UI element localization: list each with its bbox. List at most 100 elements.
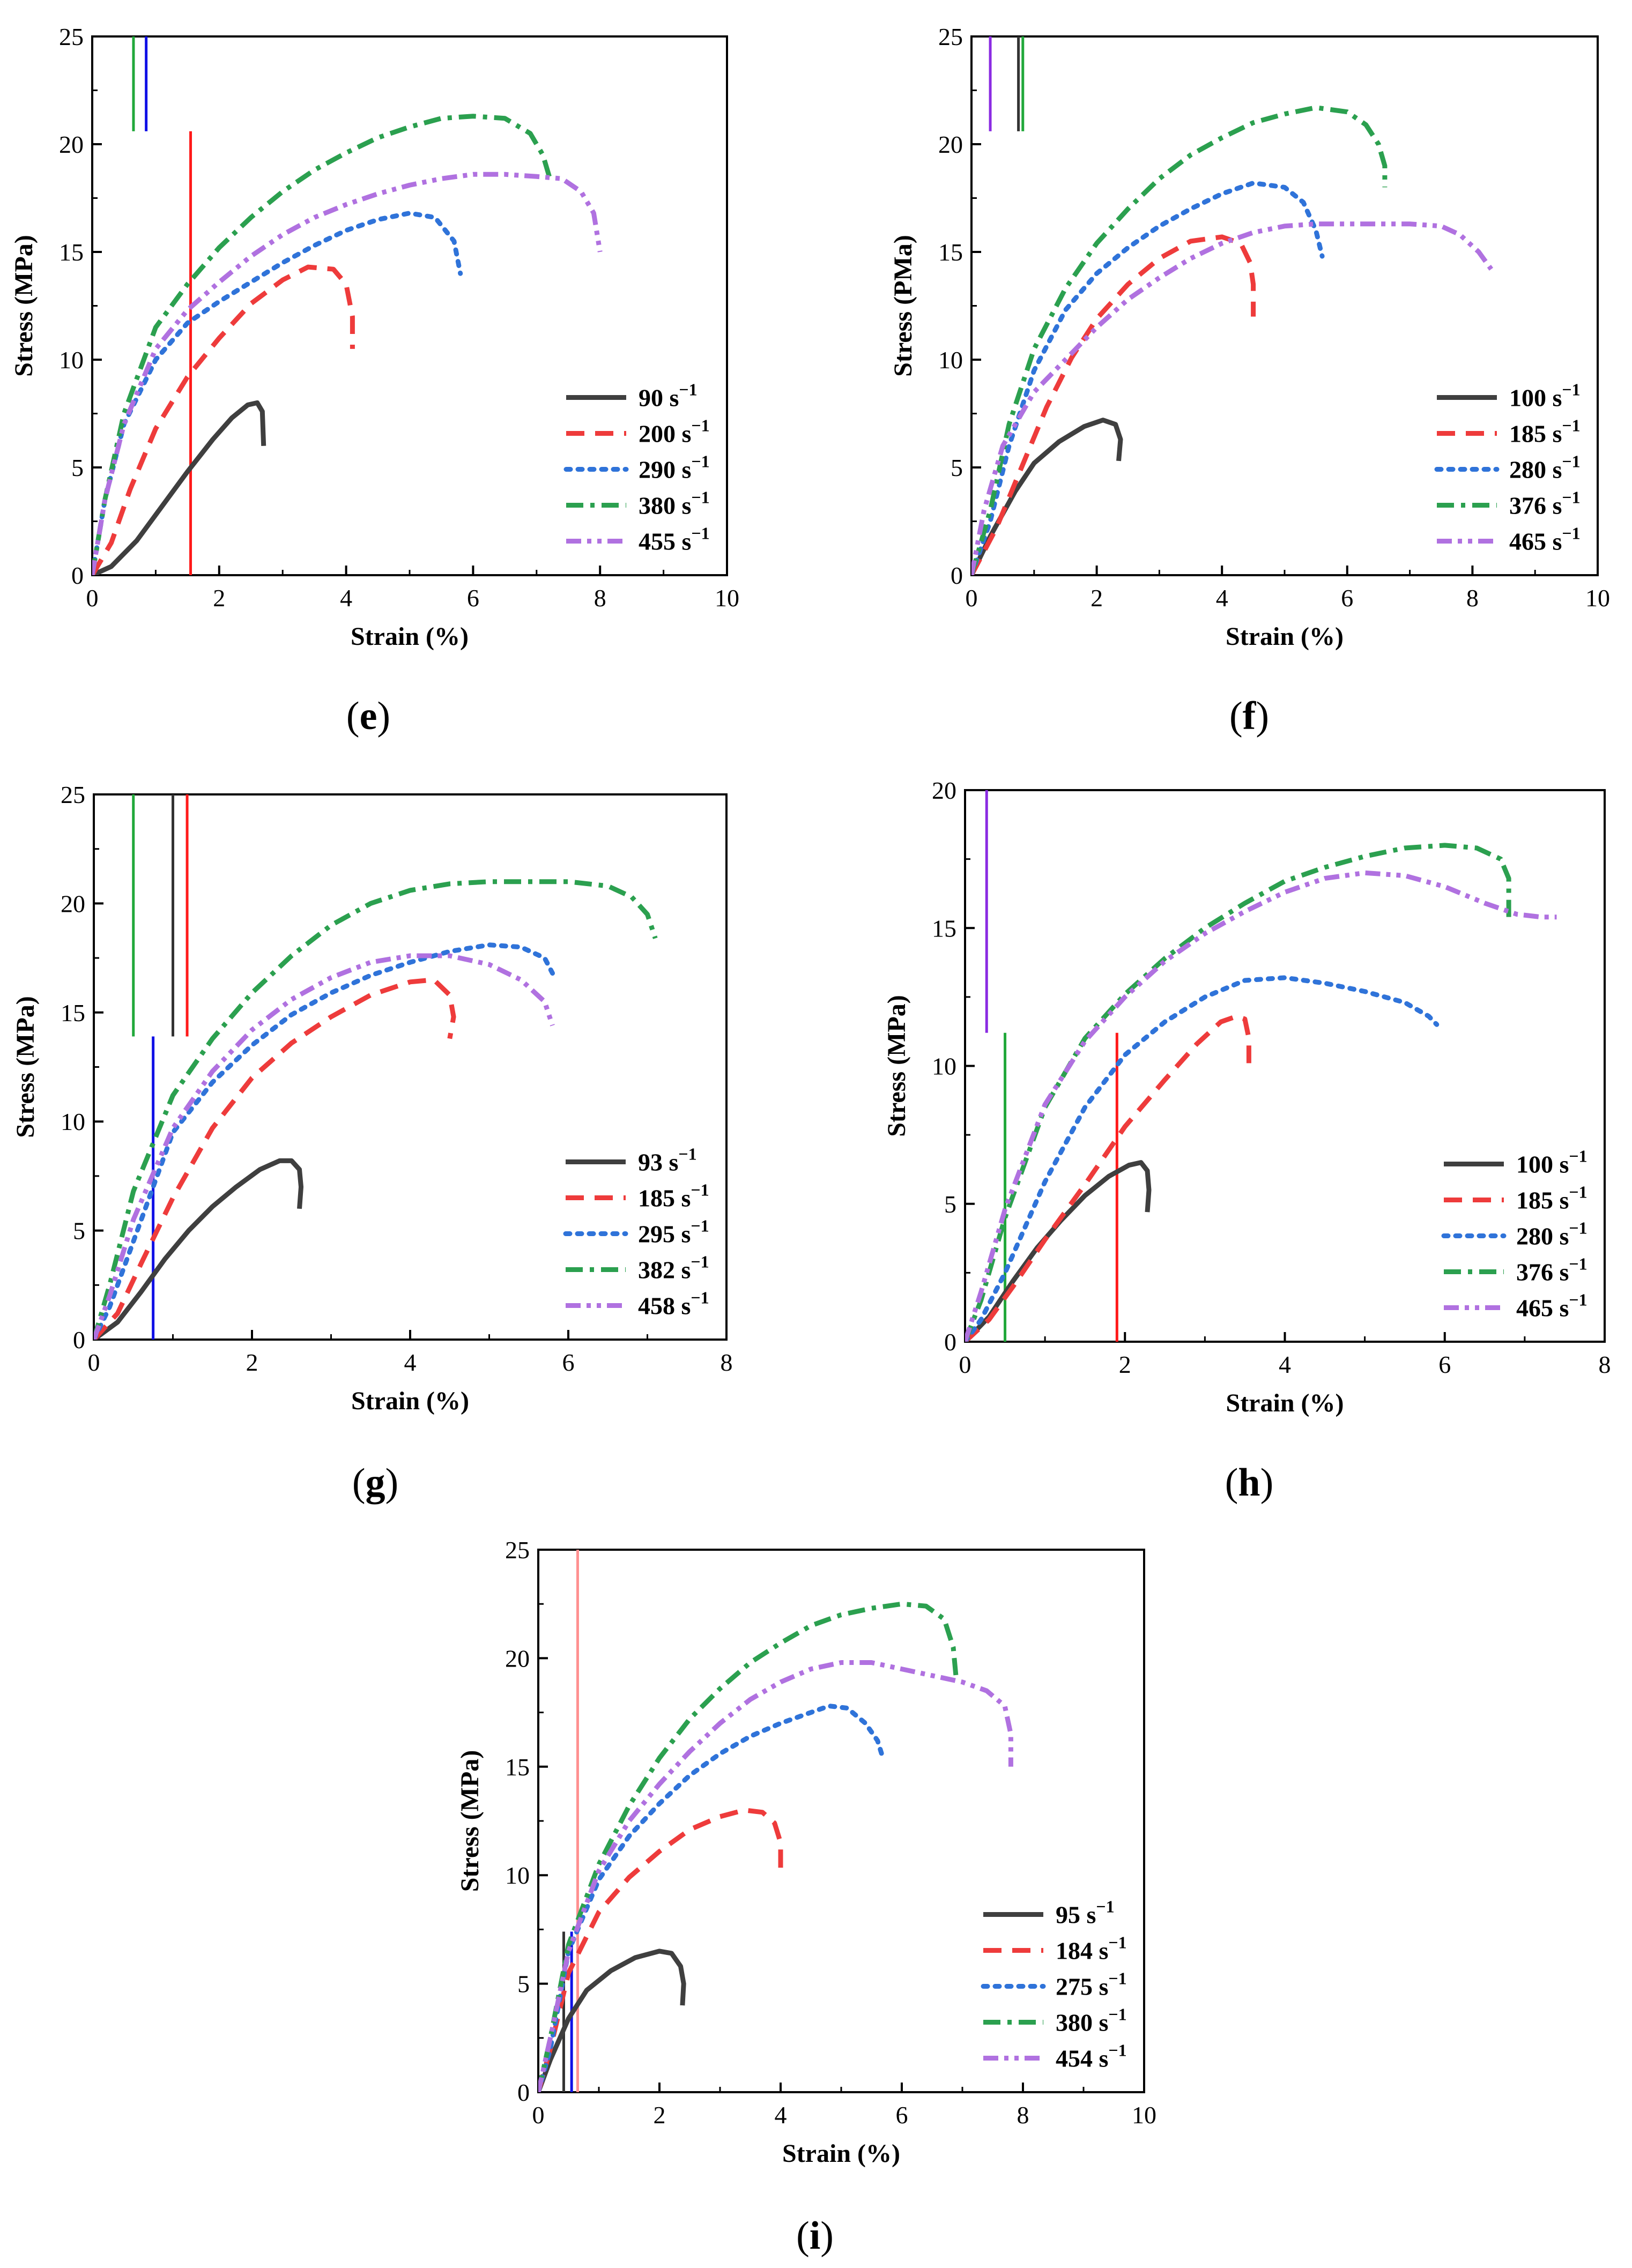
x-tick-label: 6 xyxy=(1341,584,1353,612)
legend-exponent: −1 xyxy=(1562,452,1580,471)
series-line-5 xyxy=(965,870,1557,1342)
legend-rate: 275 s xyxy=(1056,1973,1108,2001)
x-axis-label: Strain (%) xyxy=(782,2139,900,2168)
series-line-3 xyxy=(92,211,463,575)
series-line-4 xyxy=(94,879,658,1340)
legend-label: 380 s−1 xyxy=(639,488,710,519)
legend-label: 185 s−1 xyxy=(1516,1183,1588,1214)
legend-exponent: −1 xyxy=(1569,1218,1587,1238)
legend-rate: 184 s xyxy=(1056,1937,1108,1965)
x-tick-label: 6 xyxy=(467,584,479,612)
y-tick-label: 20 xyxy=(59,131,84,158)
legend-label: 280 s−1 xyxy=(1509,452,1581,484)
series-line-5 xyxy=(538,1660,1013,2092)
plot-area xyxy=(94,794,658,1340)
y-tick-label: 5 xyxy=(71,454,84,481)
plot-area xyxy=(971,36,1494,575)
series-line-1 xyxy=(94,1158,303,1340)
y-tick-label: 20 xyxy=(938,131,963,158)
x-tick-label: 4 xyxy=(1279,1351,1291,1378)
legend-label: 100 s−1 xyxy=(1516,1147,1588,1178)
legend-label: 184 s−1 xyxy=(1056,1933,1127,1965)
y-tick-label: 0 xyxy=(517,2079,530,2106)
legend-exponent: −1 xyxy=(1096,1897,1114,1916)
legend-exponent: −1 xyxy=(691,488,709,507)
legend-exponent: −1 xyxy=(691,1216,709,1236)
legend-rate: 100 s xyxy=(1509,384,1562,412)
y-tick-label: 15 xyxy=(932,914,956,942)
x-tick-label: 8 xyxy=(721,1349,733,1376)
legend-rate: 93 s xyxy=(638,1149,678,1176)
legend-exponent: −1 xyxy=(1108,1933,1126,1952)
legend-label: 90 s−1 xyxy=(639,380,698,412)
x-tick-label: 8 xyxy=(594,584,606,612)
x-tick-label: 2 xyxy=(654,2101,666,2129)
y-tick-label: 20 xyxy=(932,777,956,804)
y-tick-label: 10 xyxy=(932,1053,956,1080)
y-tick-label: 0 xyxy=(944,1328,956,1356)
x-tick-label: 6 xyxy=(562,1349,575,1376)
y-tick-label: 5 xyxy=(73,1217,85,1245)
plot-frame xyxy=(91,35,728,576)
legend-rate: 458 s xyxy=(638,1292,691,1320)
y-tick-label: 20 xyxy=(505,1645,530,1672)
legend-exponent: −1 xyxy=(691,1180,709,1200)
panel-label: (e) xyxy=(346,694,390,738)
legend-label: 458 s−1 xyxy=(638,1288,709,1320)
legend-exponent: −1 xyxy=(1562,524,1580,543)
panel-letter: f xyxy=(1243,694,1257,738)
legend-rate: 185 s xyxy=(1509,420,1562,448)
y-tick-label: 0 xyxy=(951,562,963,589)
legend-rate: 185 s xyxy=(638,1185,691,1212)
series-line-1 xyxy=(538,1949,686,2092)
chart-panel-h: 0 2 4 6 8 0 5 10 15 20 Strain (%) Stress (MPa) 100 s… xyxy=(882,777,1611,1505)
legend-label: 455 s−1 xyxy=(639,524,710,555)
y-tick-label: 10 xyxy=(59,346,84,374)
series-line-3 xyxy=(538,1704,886,2092)
legend-rate: 380 s xyxy=(639,492,691,519)
y-axis-label: Stress (MPa) xyxy=(11,996,40,1137)
legend-rate: 90 s xyxy=(639,384,679,412)
legend-rate: 280 s xyxy=(1509,456,1562,484)
y-tick-label: 25 xyxy=(61,781,85,808)
y-tick-label: 15 xyxy=(59,239,84,266)
y-tick-label: 15 xyxy=(938,239,963,266)
panel-label: (i) xyxy=(796,2214,834,2258)
panel-letter: i xyxy=(810,2214,821,2258)
legend-exponent: −1 xyxy=(1562,416,1580,435)
x-tick-label: 10 xyxy=(715,584,739,612)
chart-panel-e: 0 2 4 6 8 10 0 5 10 15 20 25 Strain (%) Stress (MPa) 9… xyxy=(10,23,739,738)
y-tick-label: 10 xyxy=(938,346,963,374)
legend-label: 93 s−1 xyxy=(638,1144,697,1176)
y-tick-label: 5 xyxy=(951,454,963,481)
y-tick-label: 5 xyxy=(517,1970,530,1998)
legend-label: 185 s−1 xyxy=(638,1180,709,1212)
x-tick-label: 4 xyxy=(404,1349,417,1376)
series-line-5 xyxy=(971,221,1494,575)
plot-area xyxy=(92,36,603,575)
legend-rate: 100 s xyxy=(1516,1151,1569,1178)
legend-rate: 200 s xyxy=(639,420,691,448)
legend-rate: 295 s xyxy=(638,1221,691,1248)
legend-exponent: −1 xyxy=(1569,1183,1587,1202)
plot-area xyxy=(965,790,1557,1342)
x-tick-label: 0 xyxy=(532,2101,545,2129)
series-line-3 xyxy=(94,942,555,1340)
legend-label: 100 s−1 xyxy=(1509,380,1581,412)
panel-label: (g) xyxy=(352,1461,398,1505)
x-tick-label: 4 xyxy=(775,2101,787,2129)
x-tick-label: 0 xyxy=(88,1349,100,1376)
series-line-3 xyxy=(971,180,1325,575)
legend-rate: 465 s xyxy=(1516,1295,1569,1322)
y-tick-label: 25 xyxy=(59,23,84,50)
x-tick-label: 8 xyxy=(1017,2101,1029,2129)
x-axis-label: Strain (%) xyxy=(1226,1389,1344,1417)
y-tick-label: 25 xyxy=(938,23,963,50)
legend-label: 465 s−1 xyxy=(1509,524,1581,555)
x-tick-label: 4 xyxy=(340,584,352,612)
x-tick-label: 8 xyxy=(1599,1351,1611,1378)
legend-label: 465 s−1 xyxy=(1516,1290,1588,1322)
